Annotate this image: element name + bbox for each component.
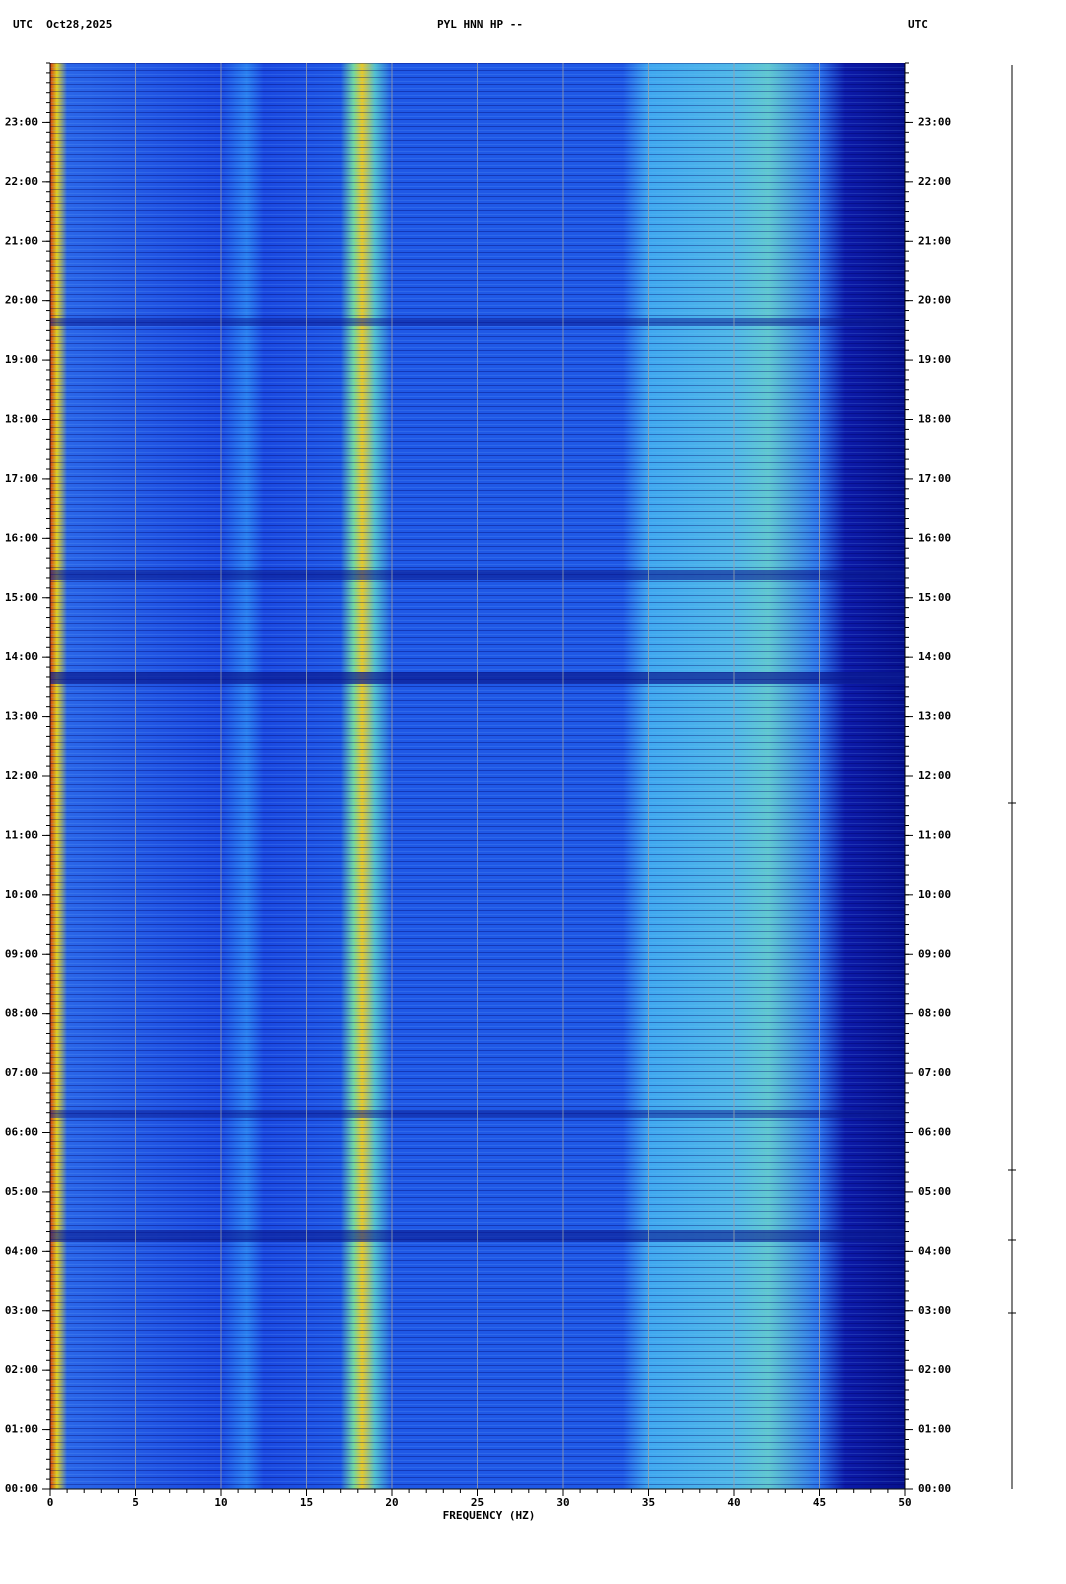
x-tick-label: 20 [385, 1496, 398, 1509]
x-tick-label: 35 [642, 1496, 655, 1509]
y-tick-label: 18:00 [5, 413, 38, 426]
y-tick-label-right: 04:00 [918, 1244, 951, 1257]
y-tick-label-right: 00:00 [918, 1482, 951, 1495]
y-tick-label-right: 12:00 [918, 769, 951, 782]
y-tick-label: 15:00 [5, 591, 38, 604]
y-tick-label-right: 15:00 [918, 591, 951, 604]
y-tick-label-right: 16:00 [918, 531, 951, 544]
y-tick-label-right: 08:00 [918, 1007, 951, 1020]
y-tick-label: 19:00 [5, 353, 38, 366]
x-tick-label: 5 [132, 1496, 139, 1509]
y-tick-label-right: 21:00 [918, 234, 951, 247]
y-tick-label-right: 03:00 [918, 1304, 951, 1317]
y-tick-label: 01:00 [5, 1423, 38, 1436]
y-tick-label: 00:00 [5, 1482, 38, 1495]
y-tick-label: 06:00 [5, 1126, 38, 1139]
y-tick-label: 11:00 [5, 828, 38, 841]
y-tick-label: 05:00 [5, 1185, 38, 1198]
y-tick-label: 04:00 [5, 1244, 38, 1257]
y-tick-label: 17:00 [5, 472, 38, 485]
y-tick-label-right: 20:00 [918, 294, 951, 307]
y-tick-label-right: 13:00 [918, 710, 951, 723]
y-tick-label-right: 22:00 [918, 175, 951, 188]
y-tick-label-right: 09:00 [918, 947, 951, 960]
x-tick-label: 45 [813, 1496, 826, 1509]
y-tick-label-right: 17:00 [918, 472, 951, 485]
x-tick-label: 40 [727, 1496, 740, 1509]
y-tick-label: 10:00 [5, 888, 38, 901]
x-tick-label: 25 [471, 1496, 484, 1509]
y-tick-label-right: 02:00 [918, 1363, 951, 1376]
y-tick-label-right: 06:00 [918, 1126, 951, 1139]
y-tick-label-right: 18:00 [918, 413, 951, 426]
x-axis-label: FREQUENCY (HZ) [443, 1509, 536, 1522]
title-left: UTC Oct28,2025 [13, 18, 112, 31]
y-tick-label-right: 11:00 [918, 828, 951, 841]
y-tick-label: 08:00 [5, 1007, 38, 1020]
y-tick-label: 21:00 [5, 234, 38, 247]
y-tick-label: 13:00 [5, 710, 38, 723]
y-tick-label: 23:00 [5, 115, 38, 128]
x-tick-label: 10 [214, 1496, 227, 1509]
title-right: UTC [908, 18, 928, 31]
x-tick-label: 0 [47, 1496, 54, 1509]
y-tick-label-right: 05:00 [918, 1185, 951, 1198]
x-tick-label: 30 [556, 1496, 569, 1509]
y-tick-label-right: 07:00 [918, 1066, 951, 1079]
x-tick-label: 15 [300, 1496, 313, 1509]
chart-title: PYL HNN HP -- [437, 18, 523, 31]
y-tick-label-right: 19:00 [918, 353, 951, 366]
y-tick-label: 02:00 [5, 1363, 38, 1376]
y-tick-label: 22:00 [5, 175, 38, 188]
y-tick-label-right: 23:00 [918, 115, 951, 128]
y-tick-label-right: 10:00 [918, 888, 951, 901]
y-tick-label: 14:00 [5, 650, 38, 663]
y-tick-label: 09:00 [5, 947, 38, 960]
y-tick-label-right: 01:00 [918, 1423, 951, 1436]
y-tick-label-right: 14:00 [918, 650, 951, 663]
y-tick-label: 20:00 [5, 294, 38, 307]
y-tick-label: 16:00 [5, 531, 38, 544]
y-tick-label: 07:00 [5, 1066, 38, 1079]
y-tick-label: 12:00 [5, 769, 38, 782]
x-tick-label: 50 [898, 1496, 911, 1509]
y-tick-label: 03:00 [5, 1304, 38, 1317]
